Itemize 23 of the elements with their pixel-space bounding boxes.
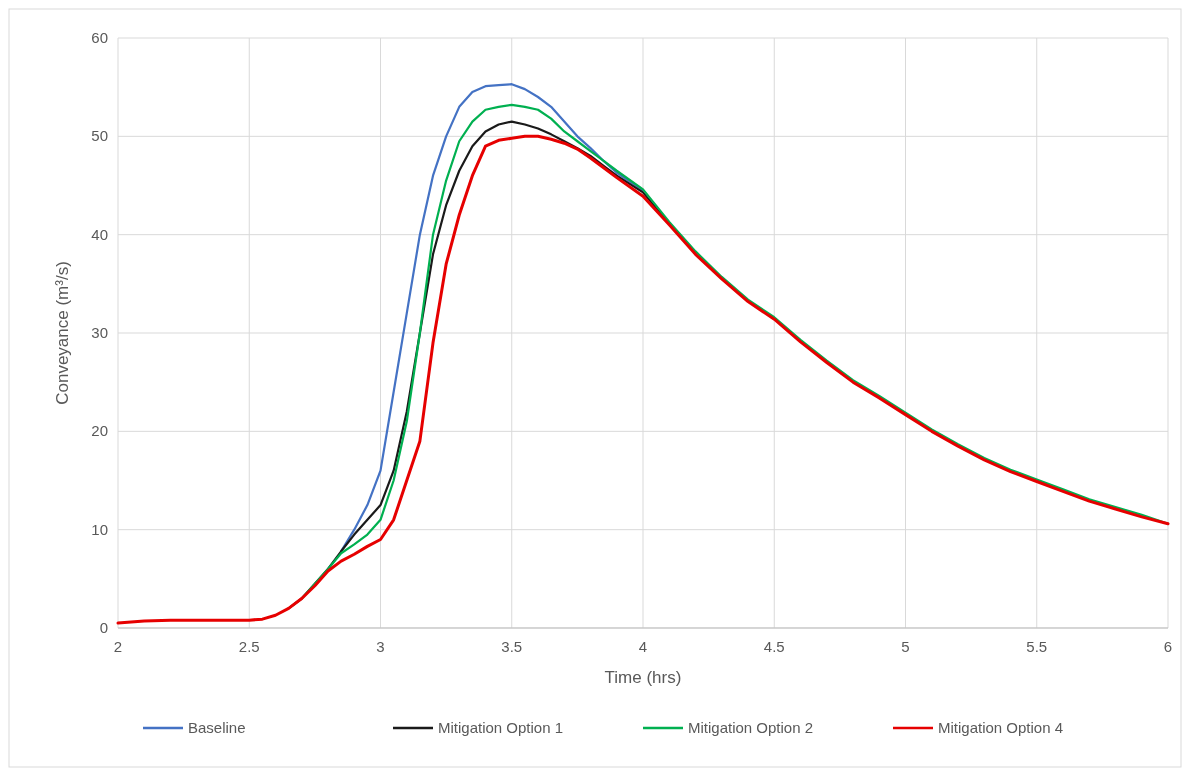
y-tick-label: 0 xyxy=(99,619,108,636)
x-tick-label: 4.5 xyxy=(763,638,785,655)
x-tick-label: 3.5 xyxy=(501,638,523,655)
y-tick-label: 50 xyxy=(91,127,108,145)
line-series xyxy=(116,134,1170,625)
y-tick-label: 40 xyxy=(91,225,108,243)
x-tick-label: 5.5 xyxy=(1026,638,1048,655)
x-tick-label: 3 xyxy=(376,638,385,655)
x-tick-label: 2.5 xyxy=(238,638,260,655)
y-tick-label: 60 xyxy=(91,29,108,46)
y-tick-label: 10 xyxy=(91,520,108,538)
legend-label: Baseline xyxy=(188,719,246,736)
x-axis-title: Time (hrs) xyxy=(604,668,682,687)
y-tick-label: 30 xyxy=(91,324,108,341)
legend-label: Mitigation Option 4 xyxy=(938,719,1064,736)
x-tick-label: 4 xyxy=(638,638,648,655)
x-tick-label: 6 xyxy=(1163,638,1173,655)
legend-label: Mitigation Option 2 xyxy=(688,719,814,736)
x-tick-label: 5 xyxy=(901,638,910,655)
y-axis-title: Conveyance (m³/s) xyxy=(53,261,72,405)
y-tick-label: 20 xyxy=(91,422,108,440)
x-tick-label: 2 xyxy=(113,638,123,655)
legend-label: Mitigation Option 1 xyxy=(438,719,564,736)
